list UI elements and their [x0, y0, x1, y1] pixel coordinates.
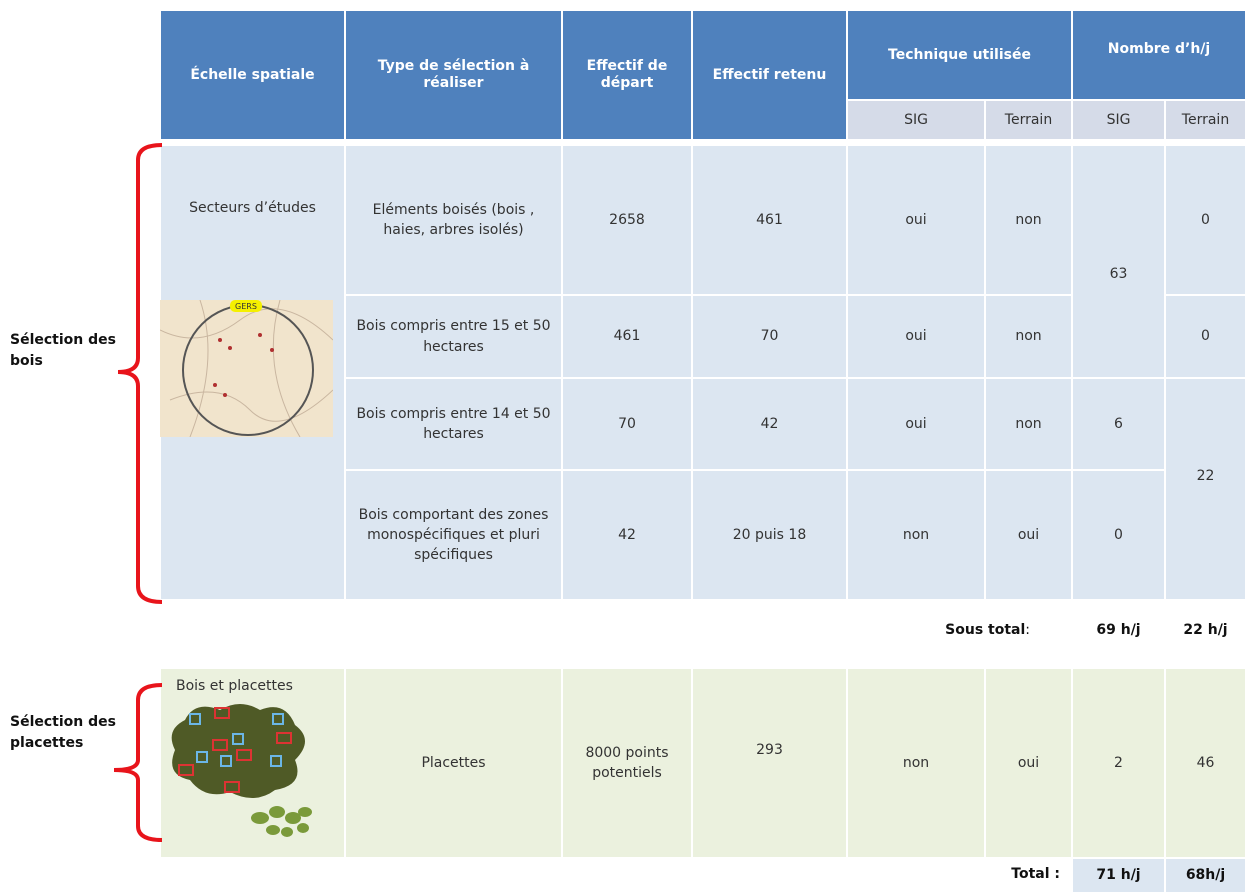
header-cell: Échelle spatiale [160, 10, 345, 140]
kept-cell: 70 [692, 295, 847, 378]
group-label: Sélection des placettes [10, 714, 116, 751]
map-label-bg [230, 300, 262, 312]
header-cell: Effectif retenu [692, 10, 847, 140]
scale-text: Bois et placettes [176, 678, 293, 694]
hj-sig-cell: 6 [1072, 378, 1165, 470]
start-cell: 8000 points potentiels [562, 668, 692, 858]
hj-terrain-cell: 22 [1165, 378, 1246, 600]
start-cell: 70 [562, 378, 692, 470]
plot-blue [189, 713, 284, 767]
start-cell: 461 [562, 295, 692, 378]
terrain-cell: non [985, 295, 1072, 378]
kept-cell: 461 [692, 145, 847, 295]
subheader-cell: Terrain [985, 100, 1072, 140]
sig-cell: non [847, 668, 985, 858]
plot-image [171, 704, 312, 837]
type-cell: Bois compris entre 15 et 50 hectares [345, 295, 562, 378]
type-cell: Placettes [345, 668, 562, 858]
hj-sig-cell: 63 [1072, 145, 1165, 378]
type-cell: Bois comportant des zones monospécifique… [345, 470, 562, 600]
terrain-cell: non [985, 378, 1072, 470]
group-label: Sélection des bois [10, 332, 116, 369]
hj-terrain-cell: 0 [1165, 145, 1246, 295]
type-cell: Bois compris entre 14 et 50 hectares [345, 378, 562, 470]
terrain-cell: oui [985, 668, 1072, 858]
total-terrain: 68h/j [1165, 858, 1246, 893]
brackets [113, 143, 163, 842]
sig-cell: oui [847, 378, 985, 470]
total-label: Total : [1011, 866, 1060, 882]
kept-cell: 293 [692, 668, 847, 858]
subheader-cell: SIG [847, 100, 985, 140]
subtotal-sep: : [1025, 622, 1030, 638]
map-points [213, 333, 274, 397]
start-cell: 42 [562, 470, 692, 600]
map-image: GERS [160, 300, 333, 437]
map-roads [160, 300, 333, 437]
start-cell: 2658 [562, 145, 692, 295]
plot-red [178, 707, 292, 793]
bracket [113, 683, 163, 842]
bracket [117, 143, 163, 604]
kept-cell: 20 puis 18 [692, 470, 847, 600]
hj-sig-cell: 0 [1072, 470, 1165, 600]
small-woods [251, 806, 312, 837]
header-cell: Nombre d’h/j [1072, 10, 1246, 100]
header-cell: Effectif de départ [562, 10, 692, 140]
header-cell: Technique utilisée [847, 10, 1072, 100]
hj-terrain-cell: 46 [1165, 668, 1246, 858]
sig-cell: oui [847, 295, 985, 378]
sig-cell: non [847, 470, 985, 600]
sig-cell: oui [847, 145, 985, 295]
subtotal-sig: 69 h/j [1096, 622, 1141, 638]
subtotal-label: Sous total: [900, 622, 1030, 638]
terrain-cell: non [985, 145, 1072, 295]
subheader-cell: Terrain [1165, 100, 1246, 140]
type-cell: Eléments boisés (bois , haies, arbres is… [345, 145, 562, 295]
map-label: GERS [235, 302, 257, 311]
scale-text: Secteurs d’études [189, 200, 316, 216]
header-cell: Type de sélection à réaliser [345, 10, 562, 140]
wood-blob [171, 704, 305, 799]
subheader-cell: SIG [1072, 100, 1165, 140]
terrain-cell: oui [985, 470, 1072, 600]
hj-terrain-cell: 0 [1165, 295, 1246, 378]
map-bg [160, 300, 333, 437]
subtotal-terrain: 22 h/j [1183, 622, 1228, 638]
kept-cell: 42 [692, 378, 847, 470]
hj-sig-cell: 2 [1072, 668, 1165, 858]
total-sig: 71 h/j [1072, 858, 1165, 893]
subtotal-text: Sous total [945, 622, 1026, 638]
